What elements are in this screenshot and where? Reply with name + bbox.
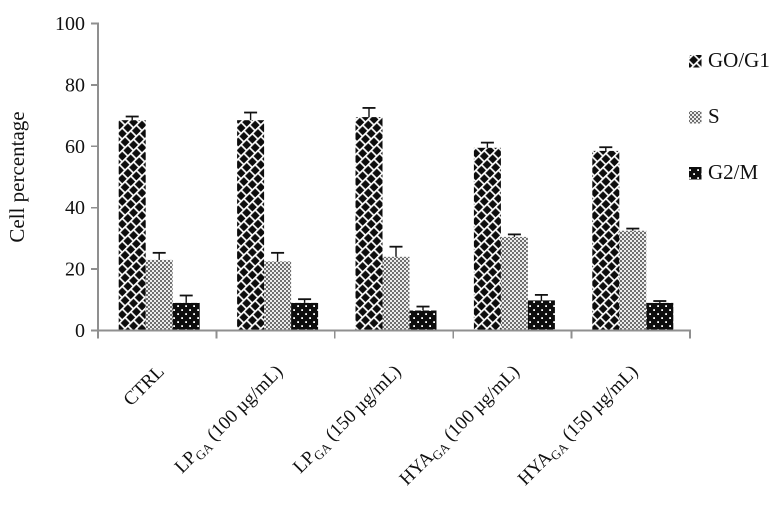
legend-item-g2m: G2/M — [689, 160, 759, 184]
x-category-label-0: CTRL — [120, 361, 169, 410]
legend-item-gog1: GO/G1 — [689, 48, 770, 72]
bar-gog1-1 — [237, 120, 265, 332]
bar-g2m-2 — [409, 310, 437, 332]
y-tick-label: 40 — [65, 197, 85, 219]
legend-item-s: S — [689, 104, 720, 128]
bar-g2m-0 — [172, 302, 200, 332]
x-category-label-2: LPGA (150 µg/mL) — [289, 361, 407, 479]
legend: GO/G1 S G2/M — [689, 48, 770, 184]
y-tick-label: 60 — [65, 136, 85, 158]
bar-g2m-1 — [291, 302, 319, 332]
bar-g2m-3 — [527, 300, 555, 332]
x-category-label-1: LPGA (100 µg/mL) — [171, 361, 289, 479]
y-tick-label: 20 — [65, 259, 85, 281]
bar-s-4 — [619, 230, 647, 332]
bar-s-3 — [500, 236, 528, 332]
x-category-label-4: HYAGA (150 µg/mL) — [514, 361, 644, 491]
bar-gog1-0 — [118, 120, 146, 332]
y-tick-label: 0 — [75, 320, 85, 342]
y-axis-title: Cell percentage — [5, 111, 29, 242]
bar-s-0 — [145, 259, 173, 332]
bar-gog1-2 — [355, 117, 383, 332]
legend-swatch — [689, 55, 702, 68]
legend-swatch — [689, 167, 702, 180]
plot — [118, 107, 674, 332]
legend-label: S — [708, 104, 720, 128]
legend-label: GO/G1 — [708, 48, 770, 72]
bar-gog1-4 — [592, 150, 620, 332]
bar-s-2 — [382, 256, 410, 332]
bar-s-1 — [264, 261, 292, 332]
x-category-label-3: HYAGA (100 µg/mL) — [396, 361, 526, 491]
bar-gog1-3 — [473, 147, 501, 332]
axes: 0 20 40 60 80 100 — [55, 13, 691, 342]
legend-swatch — [689, 111, 702, 124]
y-tick-label: 100 — [55, 13, 85, 35]
legend-label: G2/M — [708, 160, 759, 184]
bar-g2m-4 — [646, 302, 674, 332]
y-tick-label: 80 — [65, 74, 85, 96]
